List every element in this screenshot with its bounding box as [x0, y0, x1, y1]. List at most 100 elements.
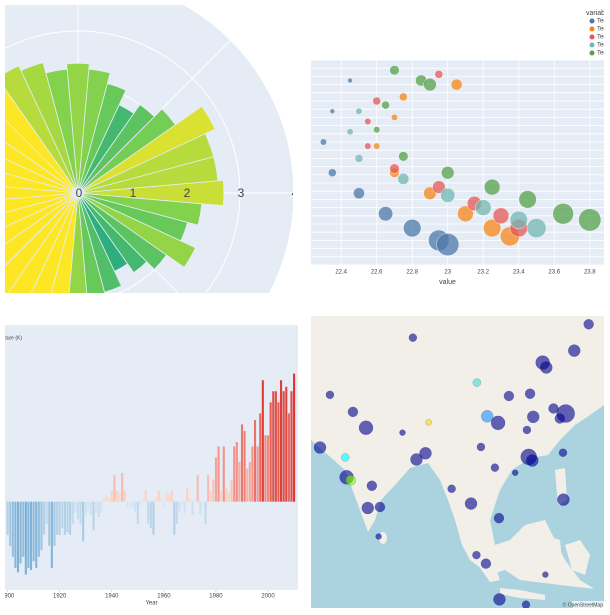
bar	[282, 391, 285, 502]
x-tick-label: 1960	[157, 594, 171, 600]
legend-label: Temperature 0 (degC)	[597, 19, 610, 25]
map-point	[490, 415, 506, 431]
bar	[201, 501, 204, 507]
bar	[123, 490, 126, 502]
x-tick-label: 1920	[53, 594, 67, 600]
bubble	[353, 187, 365, 200]
bubble	[372, 96, 381, 106]
bar	[293, 373, 296, 502]
bar	[212, 479, 215, 502]
bar	[53, 501, 56, 546]
map-point	[524, 388, 536, 399]
radial-tick-label: 0	[76, 186, 83, 200]
polar-bar	[5, 158, 79, 194]
bubble	[391, 114, 398, 121]
y-tick-label: 24	[300, 213, 307, 219]
bar	[155, 497, 158, 502]
bar	[14, 501, 17, 568]
bar	[175, 501, 178, 524]
y-tick-label: 36	[300, 189, 307, 195]
bubble	[389, 163, 400, 174]
bubble	[423, 77, 437, 92]
bar	[199, 501, 202, 515]
y-tick-label: 48	[300, 164, 307, 170]
y-tick-label: 100	[297, 58, 308, 64]
map-point	[476, 442, 486, 452]
bar	[178, 501, 181, 513]
x-tick-label: 23.6	[548, 270, 560, 276]
bar	[87, 501, 90, 511]
map-point	[366, 480, 378, 492]
y-tick-label: 20	[300, 222, 307, 228]
y-tick-label: 40	[300, 181, 307, 187]
bubble	[552, 203, 574, 225]
bubble	[347, 77, 353, 84]
bar	[40, 501, 43, 551]
map-point	[408, 333, 418, 342]
bubble	[475, 199, 492, 216]
legend-marker	[589, 26, 595, 32]
bar	[287, 413, 290, 502]
map-point	[521, 600, 531, 608]
polar-bar	[77, 105, 216, 194]
bar	[82, 501, 85, 542]
bar	[149, 501, 152, 529]
bubble	[354, 154, 364, 163]
y-tick-label: 8	[304, 246, 308, 252]
bar	[168, 495, 171, 502]
bar	[69, 501, 72, 535]
map-point	[447, 484, 456, 494]
bubble	[381, 100, 390, 110]
bar	[214, 457, 218, 502]
bar	[50, 501, 53, 568]
island	[565, 540, 590, 575]
bar	[134, 501, 137, 513]
bar	[92, 501, 95, 531]
bubble	[328, 168, 337, 177]
map-point	[542, 571, 549, 578]
map-point	[347, 406, 359, 418]
bar	[209, 490, 212, 502]
bar	[131, 501, 134, 509]
bar	[76, 501, 79, 520]
bubble	[389, 65, 400, 76]
bubble	[398, 151, 409, 162]
legend-marker	[589, 18, 595, 24]
y-tick-label: 44	[300, 172, 307, 178]
bar	[181, 501, 184, 507]
polar-bar	[30, 192, 79, 293]
bar	[48, 501, 51, 546]
map-panel: © OpenStreetMap	[311, 316, 604, 608]
polar-bar	[77, 192, 196, 268]
map-point	[425, 419, 432, 426]
polar-bar	[77, 179, 225, 207]
bar	[110, 490, 113, 502]
map-point	[503, 390, 515, 402]
bar	[45, 501, 48, 524]
polar-bar	[77, 192, 203, 226]
polar-bar	[68, 192, 88, 293]
map-point	[490, 463, 500, 472]
bar	[71, 501, 74, 524]
bar	[37, 501, 40, 557]
bar	[61, 501, 64, 529]
x-tick-label: 23.2	[477, 270, 489, 276]
map-point	[419, 447, 432, 460]
y-tick-label: 4	[304, 254, 308, 260]
bubble	[397, 173, 410, 185]
bar	[220, 490, 223, 502]
bubble	[364, 118, 372, 125]
bubble	[526, 218, 547, 238]
map-point	[399, 429, 406, 436]
polar-bar	[77, 103, 155, 194]
bar	[277, 402, 280, 502]
polar-bar	[5, 65, 79, 194]
bar	[264, 435, 267, 502]
legend-label: Temperature 1 (degC)	[597, 27, 610, 33]
bubble-panel: 0481216202428323640444852566064687276808…	[297, 10, 610, 286]
bubble	[320, 138, 327, 146]
x-axis-label: value	[439, 279, 456, 286]
map-point	[540, 361, 553, 374]
bubble	[373, 142, 381, 150]
x-tick-label: 22.8	[406, 270, 418, 276]
